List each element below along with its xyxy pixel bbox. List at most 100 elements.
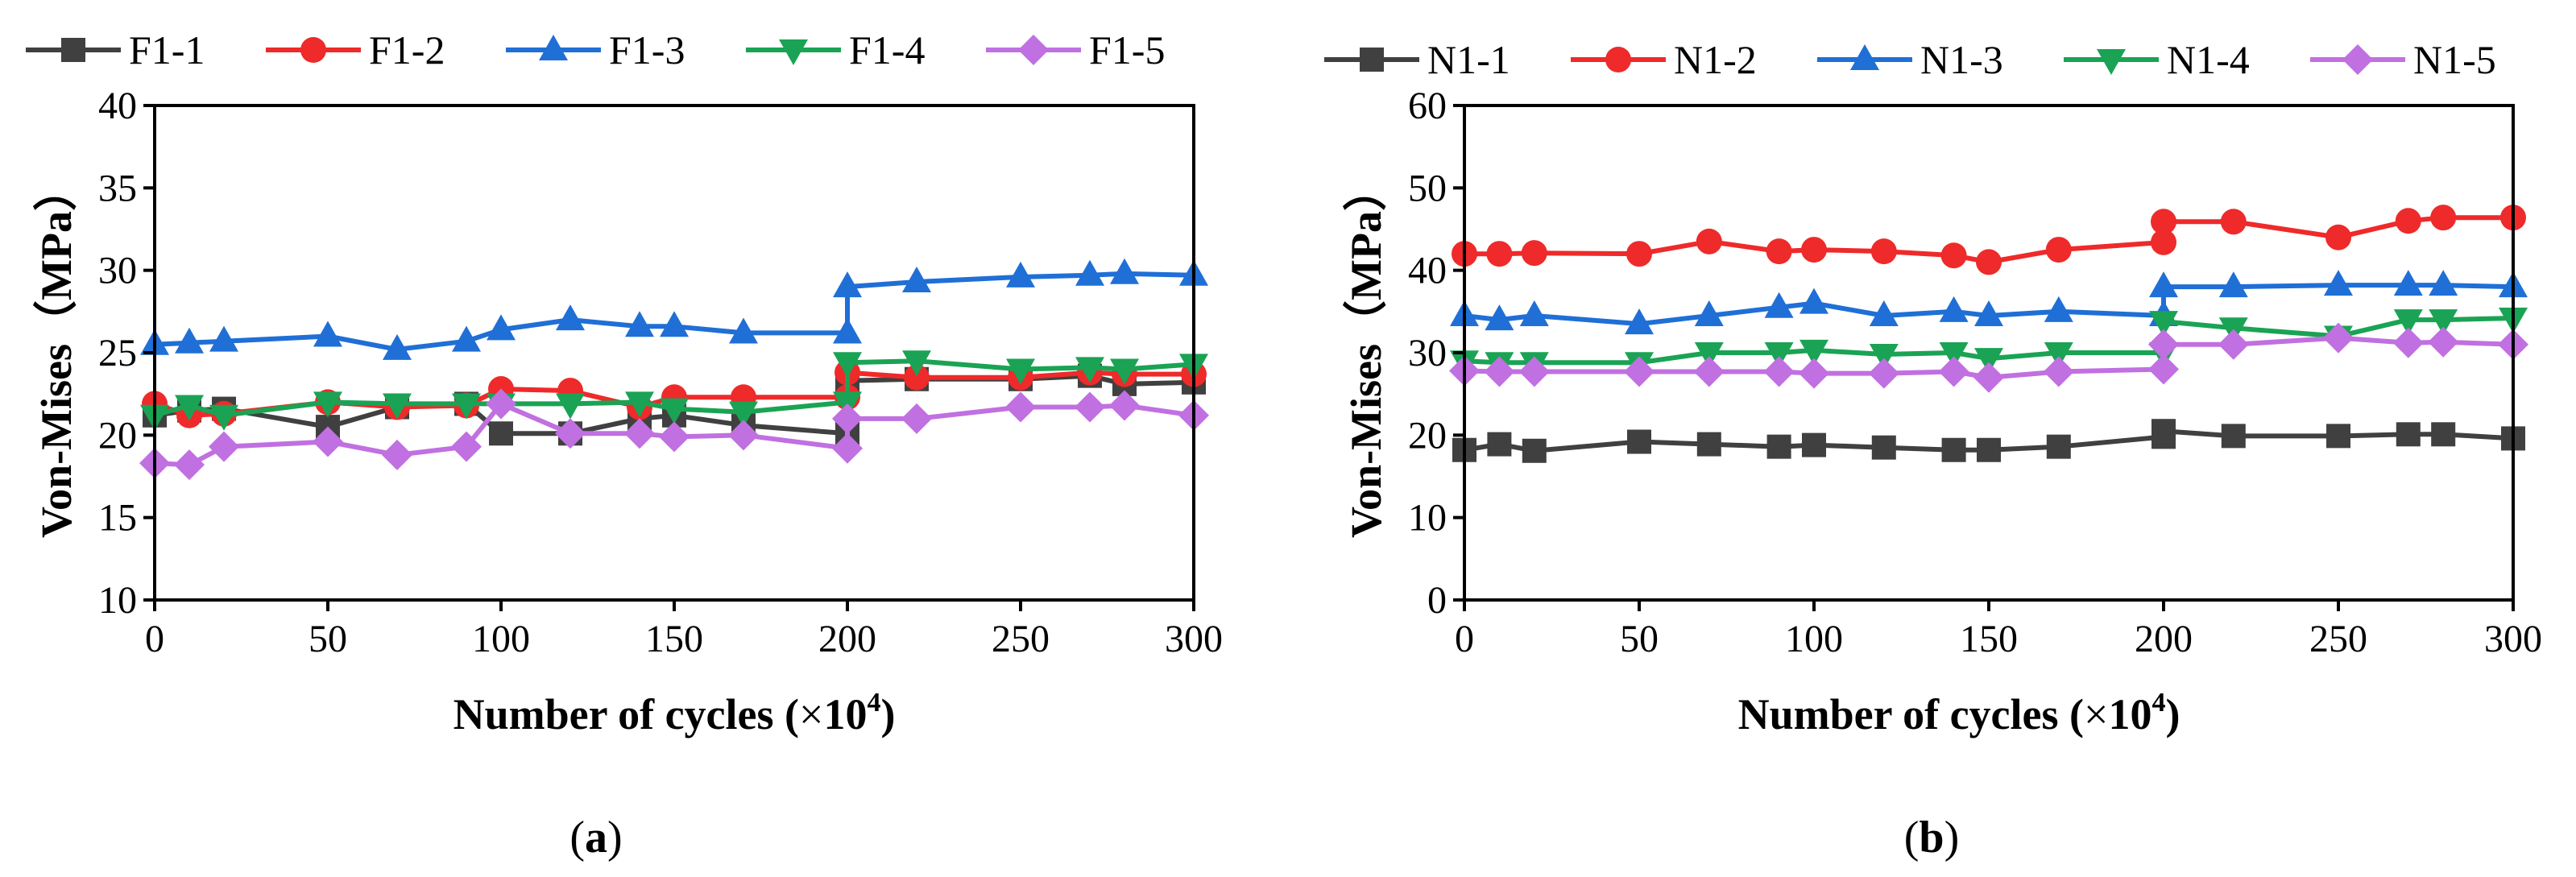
data-point-N1-5-2 [1518, 356, 1550, 387]
caption-b-letter: b [1919, 813, 1944, 863]
y-axis-title: Von-Mises（MPa） [32, 168, 81, 538]
data-point-N1-2-1 [1486, 241, 1513, 267]
data-point-N1-1-15 [2396, 422, 2421, 447]
data-point-N1-2-9 [1976, 249, 2002, 275]
series-line-F1-4 [154, 358, 1195, 418]
data-point-F1-4-5 [452, 393, 481, 420]
caption-b-open: ( [1904, 813, 1920, 863]
data-point-N1-1-9 [1977, 437, 2001, 462]
y-tick-label: 20 [1408, 414, 1447, 457]
legend-label-F1-3: F1-3 [609, 27, 685, 72]
data-point-N1-2-11 [2151, 229, 2176, 255]
data-point-N1-1-1 [1487, 432, 1512, 457]
legend-marker-F1-3 [539, 35, 568, 60]
data-point-N1-3-10 [2044, 296, 2073, 322]
data-point-F1-5-2 [209, 431, 239, 462]
data-point-F1-5-6 [486, 388, 516, 420]
data-point-F1-3-14 [1006, 261, 1035, 288]
data-point-N1-2-7 [1870, 238, 1897, 265]
x-axis-title-close: ) [880, 690, 895, 738]
legend-marker-N1-2 [1605, 47, 1631, 72]
data-point-N1-3-6 [1799, 288, 1828, 314]
data-point-N1-3-8 [1939, 296, 1969, 322]
data-point-N1-4-10 [2044, 342, 2073, 368]
data-point-F1-5-16 [1109, 390, 1140, 421]
data-point-N1-1-4 [1696, 432, 1721, 457]
x-axis-title-main: Number of cycles ( [453, 690, 799, 738]
data-point-F1-4-4 [383, 393, 412, 420]
y-tick-label: 40 [98, 85, 137, 127]
series-line-N1-3 [1464, 283, 2514, 327]
data-point-N1-2-6 [1801, 237, 1827, 263]
data-point-N1-5-6 [1799, 358, 1829, 389]
chart-a: 10 15 20 25 30 35 40 0 50 100 150 200 250 300 Von-Mise… [26, 27, 1223, 738]
data-point-N1-1-5 [1766, 434, 1791, 459]
data-point-N1-4-12 [2149, 311, 2178, 337]
y-tick-label: 20 [98, 414, 137, 457]
data-point-N1-1-7 [1871, 435, 1896, 460]
legend-marker-F1-1 [61, 38, 85, 62]
y-tick-label: 60 [1408, 85, 1447, 127]
data-point-N1-4-6 [1799, 339, 1828, 366]
data-point-F1-4-13 [902, 350, 931, 377]
data-point-F1-4-2 [209, 404, 238, 431]
data-point-F1-3-2 [209, 325, 238, 352]
data-point-F1-1-6 [489, 421, 513, 446]
data-point-N1-2-5 [1766, 238, 1792, 265]
data-point-F1-4-14 [1006, 358, 1035, 385]
data-point-N1-3-3 [1625, 308, 1654, 335]
series-line-N1-4 [1464, 316, 2514, 366]
y-tick-label: 50 [1408, 167, 1447, 209]
x-axis-title-main: Number of cycles ( [1738, 690, 2084, 738]
data-point-N1-1-8 [1941, 437, 1966, 462]
x-tick-label: 300 [1165, 618, 1223, 660]
caption-b-close: ) [1944, 813, 1960, 863]
data-point-F1-3-12 [833, 271, 862, 298]
data-point-F1-3-1 [175, 327, 204, 354]
data-point-N1-3-16 [2429, 270, 2458, 296]
data-point-N1-2-12 [2151, 209, 2176, 235]
data-point-N1-3-2 [1519, 300, 1549, 326]
data-point-F1-5-13 [901, 403, 932, 434]
x-tick-label: 300 [2484, 618, 2542, 660]
x-tick-label: 250 [2309, 618, 2367, 660]
data-point-N1-5-4 [1693, 356, 1725, 387]
x-axis-title-close: ) [2165, 690, 2180, 738]
plot-frame [153, 104, 1195, 602]
legend-label-F1-5: F1-5 [1089, 27, 1165, 72]
data-point-F1-5-3 [313, 426, 343, 457]
data-point-F1-5-4 [382, 439, 412, 470]
data-point-N1-3-4 [1694, 300, 1724, 326]
data-point-F1-4-8 [625, 391, 654, 418]
data-point-N1-3-1 [1485, 304, 1514, 331]
data-point-N1-3-12 [2149, 271, 2178, 298]
x-tick-label: 200 [818, 618, 876, 660]
caption-a-open: ( [569, 813, 585, 863]
legend-label-N1-3: N1-3 [1920, 37, 2003, 82]
data-point-F1-4-12 [833, 352, 862, 379]
series-line-F1-3 [154, 271, 1195, 352]
data-point-N1-3-7 [1869, 300, 1899, 326]
legend-marker-F1-4 [779, 39, 808, 65]
y-tick-label: 30 [1408, 332, 1447, 374]
data-point-F1-5-12 [832, 403, 863, 434]
y-axis-title: Von-Mises（MPa） [1342, 168, 1390, 538]
y-tick-label: 0 [1427, 579, 1447, 622]
x-axis-title-times: × [2084, 690, 2108, 738]
x-axis-title-exponent: 4 [867, 688, 880, 718]
caption-a: (a) [569, 813, 622, 863]
legend-marker-N1-5 [2342, 44, 2373, 75]
data-point-N1-4-15 [2393, 309, 2423, 336]
x-axis-title-base: 10 [823, 690, 867, 738]
x-tick-label: 0 [145, 618, 164, 660]
data-point-N1-1-3 [1627, 429, 1651, 454]
x-axis-title: Number of cycles (×104) [453, 688, 896, 738]
data-point-N1-1-6 [1802, 432, 1826, 457]
data-point-N1-4-8 [1939, 342, 1969, 368]
data-point-N1-1-16 [2431, 422, 2456, 447]
x-tick-label: 150 [645, 618, 703, 660]
data-point-N1-5-10 [2043, 356, 2074, 387]
x-axis-title-times: × [799, 690, 823, 738]
data-point-F1-4-16 [1110, 358, 1139, 385]
